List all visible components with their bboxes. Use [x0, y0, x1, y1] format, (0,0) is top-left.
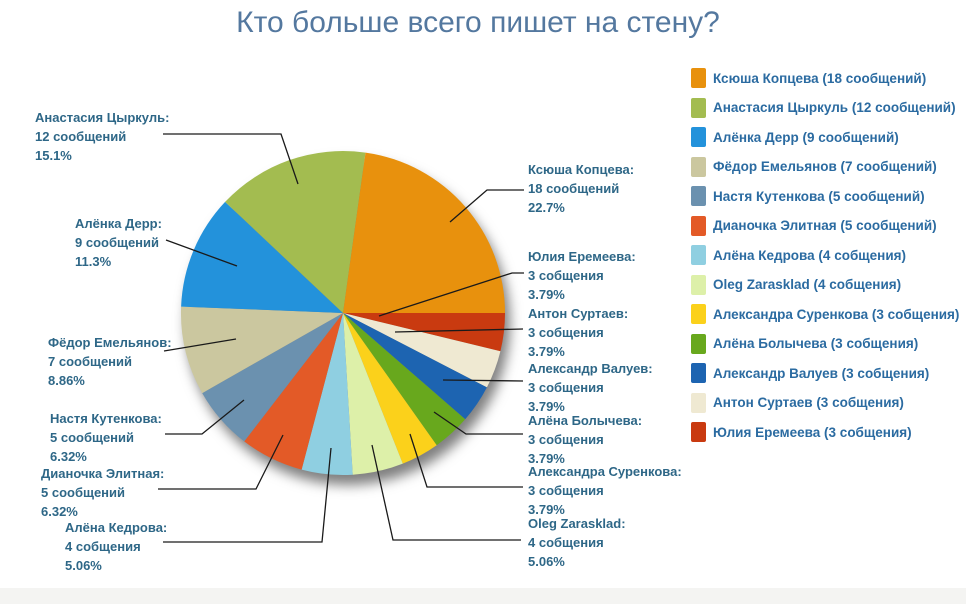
pie-slice-surenkova	[343, 313, 437, 464]
legend-label: Антон Суртаев (3 собщения)	[713, 395, 904, 410]
leader-line-kutenkova	[165, 399, 245, 435]
pie-slice-emelyanov	[180, 306, 343, 394]
legend-row-eremeeva: Юлия Еремеева (3 собщения)	[691, 422, 959, 442]
chart-title: Кто больше всего пишет на стену?	[236, 6, 720, 39]
legend-swatch-tsyrkul	[691, 97, 706, 118]
pie-slice-kutenkova	[202, 313, 343, 442]
pie-slice-derr	[181, 201, 343, 313]
legend-row-kedrova: Алёна Кедрова (4 собщения)	[691, 245, 959, 265]
leader-line-surenkova	[409, 433, 523, 488]
leader-line-derr	[165, 239, 238, 267]
legend-label: Ксюша Копцева (18 сообщений)	[713, 70, 927, 86]
legend-swatch-derr	[691, 127, 706, 147]
leader-line-bolycheva	[433, 411, 523, 435]
legend-swatch-surtaev	[691, 392, 706, 413]
legend-label: Настя Кутенкова (5 сообщений)	[713, 188, 925, 204]
legend-swatch-zarasklad	[691, 274, 706, 295]
legend-label: Анастасия Цыркуль (12 сообщений)	[713, 100, 956, 115]
legend-label: Oleg Zarasklad (4 собщения)	[713, 277, 902, 292]
leader-line-surtaev	[394, 328, 524, 333]
leader-line-tsyrkul	[163, 133, 299, 185]
legend-swatch-emelyanov	[691, 156, 706, 177]
pie-slice-elitnaya	[244, 313, 343, 470]
legend-label: Фёдор Емельянов (7 сообщений)	[713, 159, 937, 174]
legend-row-valuev: Александр Валуев (3 собщения)	[691, 363, 959, 383]
legend-label: Александра Суренкова (3 собщения)	[713, 306, 960, 322]
legend-row-derr: Алёнка Дерр (9 сообщений)	[691, 127, 959, 147]
leader-line-valuev	[442, 379, 524, 382]
legend: Ксюша Копцева (18 сообщений) Анастасия Цы…	[691, 68, 959, 442]
legend-swatch-valuev	[691, 363, 706, 383]
legend-label: Александр Валуев (3 собщения)	[713, 365, 930, 381]
pie-slice-kedrova	[301, 313, 353, 475]
pie-slice-tsyrkul	[225, 151, 366, 313]
footer-band	[0, 588, 966, 604]
pie-slice-zarasklad	[343, 313, 403, 475]
pie-slice-surtaev	[343, 313, 501, 388]
legend-label: Алёна Болычева (3 собщения)	[713, 336, 919, 351]
legend-label: Юлия Еремеева (3 собщения)	[713, 424, 912, 440]
legend-row-bolycheva: Алёна Болычева (3 собщения)	[691, 333, 959, 354]
legend-swatch-bolycheva	[691, 333, 706, 354]
pie	[180, 151, 505, 475]
pie-slice-eremeeva	[343, 313, 505, 352]
legend-label: Алёна Кедрова (4 собщения)	[713, 247, 907, 263]
legend-row-surtaev: Антон Суртаев (3 собщения)	[691, 392, 959, 413]
legend-swatch-kopceva	[691, 68, 706, 88]
leader-line-kopceva	[449, 189, 524, 223]
legend-row-kopceva: Ксюша Копцева (18 сообщений)	[691, 68, 959, 88]
legend-row-emelyanov: Фёдор Емельянов (7 сообщений)	[691, 156, 959, 177]
legend-row-elitnaya: Дианочка Элитная (5 сообщений)	[691, 215, 959, 236]
leader-line-kedrova	[163, 447, 332, 543]
leader-line-eremeeva	[378, 272, 524, 317]
legend-row-tsyrkul: Анастасия Цыркуль (12 сообщений)	[691, 97, 959, 118]
legend-row-kutenkova: Настя Кутенкова (5 сообщений)	[691, 186, 959, 206]
legend-row-zarasklad: Oleg Zarasklad (4 собщения)	[691, 274, 959, 295]
legend-swatch-kutenkova	[691, 186, 706, 206]
legend-swatch-kedrova	[691, 245, 706, 265]
legend-label: Алёнка Дерр (9 сообщений)	[713, 129, 899, 145]
leader-line-emelyanov	[163, 338, 237, 352]
leader-line-zarasklad	[371, 444, 521, 541]
pie-slice-kopceva	[343, 152, 505, 313]
legend-swatch-elitnaya	[691, 215, 706, 236]
legend-row-surenkova: Александра Суренкова (3 собщения)	[691, 304, 959, 324]
pie-slice-valuev	[343, 313, 487, 420]
legend-swatch-surenkova	[691, 304, 706, 324]
legend-swatch-eremeeva	[691, 422, 706, 442]
leader-line-elitnaya	[158, 434, 284, 490]
legend-label: Дианочка Элитная (5 сообщений)	[713, 218, 937, 233]
